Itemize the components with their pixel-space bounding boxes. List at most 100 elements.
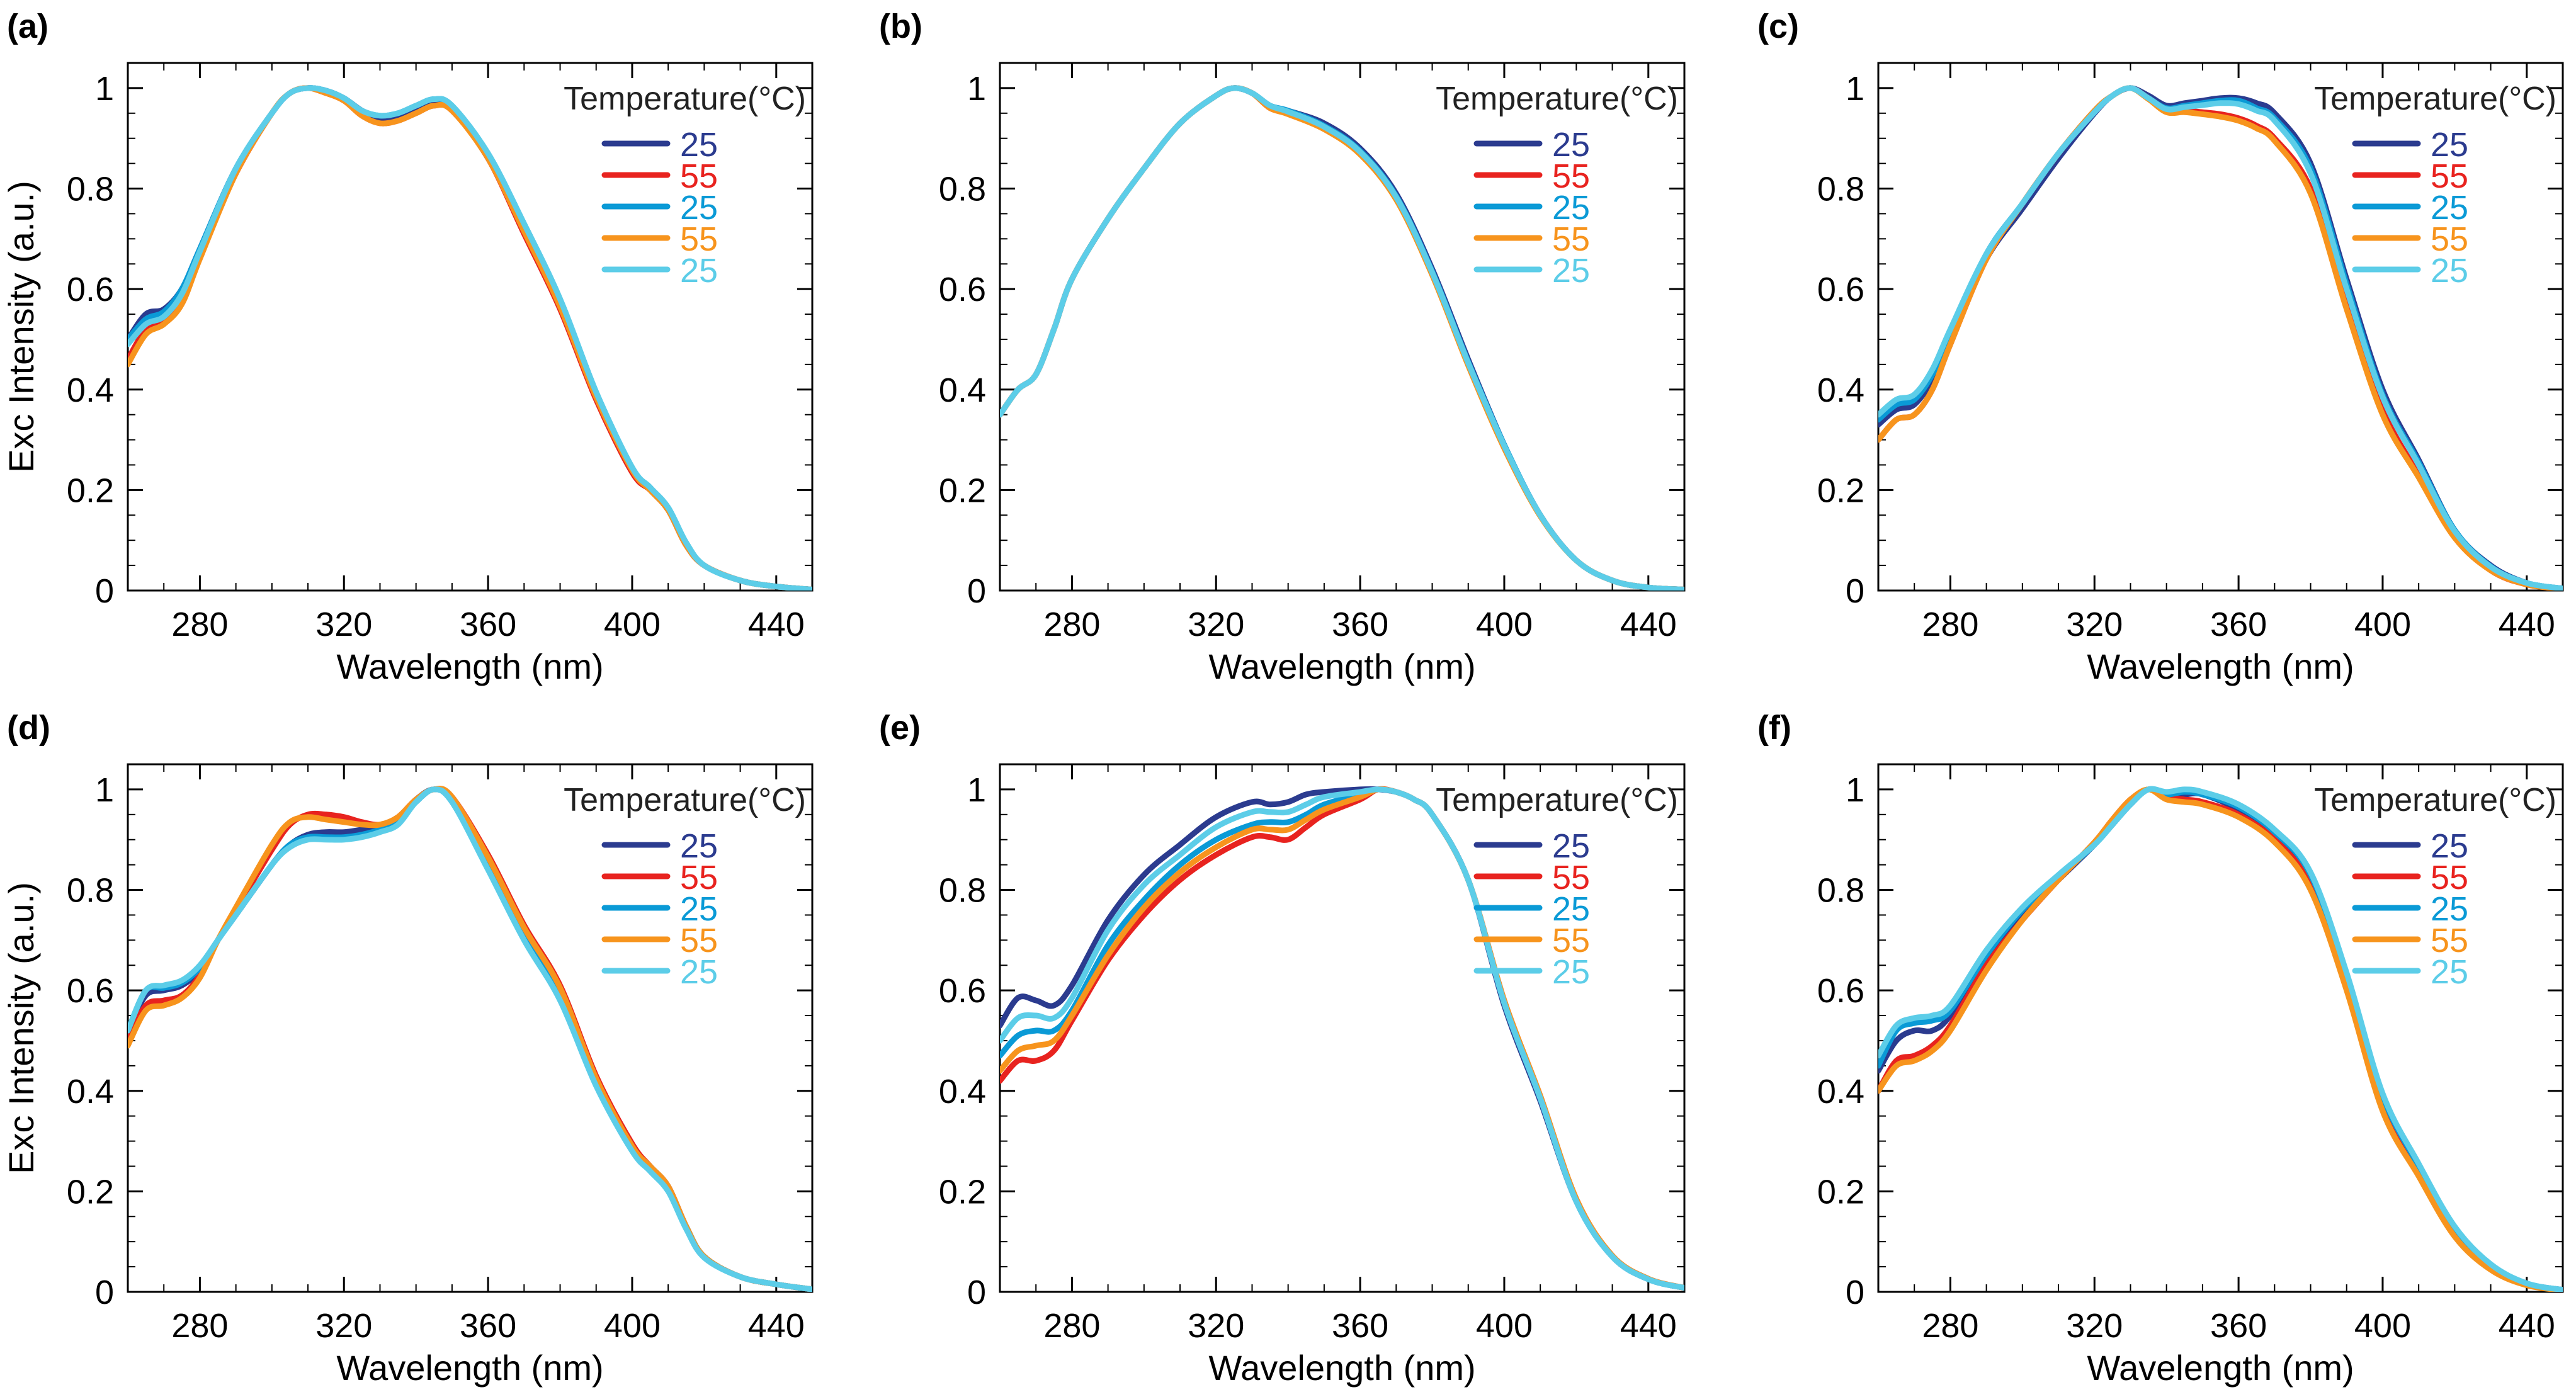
legend-label: 25 <box>1552 827 1590 865</box>
x-axis-title: Wavelength (nm) <box>2087 1348 2354 1388</box>
y-tick-label: 0 <box>1846 1274 1864 1311</box>
x-tick-label: 280 <box>1043 606 1100 643</box>
y-tick-label: 0.2 <box>939 1173 986 1211</box>
y-axis-title: Exc Intensity (a.u.) <box>1 882 41 1174</box>
series-group <box>128 786 812 1292</box>
x-tick-label: 360 <box>1332 606 1388 643</box>
plot-frame <box>127 62 814 592</box>
legend-title: Temperature(°C) <box>564 81 806 117</box>
series-line-5 <box>1878 786 2563 1292</box>
y-tick-label: 0.4 <box>67 371 114 409</box>
x-tick-label: 280 <box>1043 1307 1100 1345</box>
legend-label: 25 <box>680 252 718 290</box>
legend-title: Temperature(°C) <box>2314 782 2556 818</box>
y-tick-label: 0 <box>95 572 114 610</box>
y-tick-label: 0.4 <box>939 371 986 409</box>
legend-title: Temperature(°C) <box>564 782 806 818</box>
series-group <box>1878 85 2563 591</box>
y-tick-label: 0.8 <box>67 171 114 208</box>
series-group <box>128 85 812 591</box>
panel-label: (c) <box>1757 8 1799 45</box>
legend-label: 25 <box>680 890 718 928</box>
y-tick-label: 0 <box>967 572 986 610</box>
panel-label: (b) <box>879 8 922 45</box>
x-tick-label: 360 <box>2210 1307 2267 1345</box>
series-group <box>1878 786 2563 1292</box>
x-tick-label: 400 <box>604 1307 661 1345</box>
y-tick-label: 0.6 <box>1817 972 1864 1010</box>
y-tick-label: 0.4 <box>67 1073 114 1111</box>
y-tick-label: 0.4 <box>1817 371 1864 409</box>
y-tick-label: 1 <box>95 771 114 809</box>
x-tick-label: 440 <box>1620 606 1677 643</box>
plot-frame <box>999 62 1686 592</box>
x-tick-label: 280 <box>1922 1307 1978 1345</box>
series-line-5 <box>1000 786 1684 1291</box>
legend-label: 55 <box>2431 157 2468 195</box>
y-tick-label: 1 <box>95 70 114 108</box>
x-axis-title: Wavelength (nm) <box>336 647 603 686</box>
x-axis-title: Wavelength (nm) <box>336 1348 603 1388</box>
legend-label: 55 <box>680 220 718 258</box>
legend-title: Temperature(°C) <box>2314 81 2556 117</box>
y-tick-label: 0.4 <box>939 1073 986 1111</box>
y-tick-label: 0.8 <box>939 171 986 208</box>
y-tick-label: 0.6 <box>939 271 986 308</box>
series-line-5 <box>1000 85 1684 591</box>
x-tick-label: 320 <box>315 606 372 643</box>
legend-title: Temperature(°C) <box>1436 81 1678 117</box>
y-tick-label: 0.6 <box>1817 271 1864 308</box>
plot-frame <box>1877 763 2564 1293</box>
x-tick-label: 320 <box>1188 1307 1244 1345</box>
x-axis-title: Wavelength (nm) <box>1208 647 1475 686</box>
legend-label: 25 <box>2431 890 2468 928</box>
x-tick-label: 360 <box>460 1307 516 1345</box>
x-tick-label: 400 <box>604 606 661 643</box>
legend-label: 25 <box>2431 252 2468 290</box>
y-tick-label: 0.8 <box>1817 872 1864 910</box>
x-tick-label: 320 <box>1188 606 1244 643</box>
legend-label: 25 <box>1552 890 1590 928</box>
y-axis-title: Exc Intensity (a.u.) <box>1 181 41 473</box>
y-tick-label: 0.6 <box>939 972 986 1010</box>
series-group <box>1000 85 1684 591</box>
legend-label: 55 <box>1552 220 1590 258</box>
legend-label: 55 <box>2431 220 2468 258</box>
x-axis-title: Wavelength (nm) <box>1208 1348 1475 1388</box>
x-tick-label: 440 <box>748 606 805 643</box>
legend-label: 25 <box>1552 126 1590 164</box>
legend-label: 25 <box>2431 126 2468 164</box>
series-line-4 <box>1878 786 2563 1292</box>
legend-label: 25 <box>680 827 718 865</box>
chart-panel-2: 280 320 360 400 440 0 0.2 0.4 0.6 0.8 1 Temperature… <box>879 8 1686 686</box>
y-tick-label: 0 <box>967 1274 986 1311</box>
legend-label: 55 <box>1552 922 1590 959</box>
legend-title: Temperature(°C) <box>1436 782 1678 818</box>
chart-panel-6: 280 320 360 400 440 0 0.2 0.4 0.6 0.8 1 Temperature… <box>1757 709 2564 1388</box>
x-tick-label: 400 <box>2354 1307 2411 1345</box>
x-tick-label: 280 <box>171 606 228 643</box>
panel-label: (e) <box>879 709 921 747</box>
y-tick-label: 0.8 <box>1817 171 1864 208</box>
chart-panel-1: 280 320 360 400 440 0 0.2 0.4 0.6 0.8 1 Temperature… <box>1 8 814 686</box>
x-tick-label: 440 <box>2499 606 2555 643</box>
y-tick-label: 0 <box>1846 572 1864 610</box>
y-tick-label: 1 <box>967 70 986 108</box>
panel-label: (f) <box>1757 709 1791 747</box>
plot-frame <box>1877 62 2564 592</box>
y-tick-label: 0 <box>95 1274 114 1311</box>
y-tick-label: 0.2 <box>1817 472 1864 509</box>
y-tick-label: 0.4 <box>1817 1073 1864 1111</box>
x-axis-title: Wavelength (nm) <box>2087 647 2354 686</box>
legend-label: 25 <box>680 126 718 164</box>
x-tick-label: 440 <box>1620 1307 1677 1345</box>
legend-label: 55 <box>680 859 718 896</box>
x-tick-label: 400 <box>2354 606 2411 643</box>
y-tick-label: 0.2 <box>67 1173 114 1211</box>
x-tick-label: 280 <box>171 1307 228 1345</box>
x-tick-label: 440 <box>748 1307 805 1345</box>
legend-label: 25 <box>2431 189 2468 227</box>
series-line-5 <box>128 85 812 591</box>
chart-panel-3: 280 320 360 400 440 0 0.2 0.4 0.6 0.8 1 Temperature… <box>1757 8 2564 686</box>
